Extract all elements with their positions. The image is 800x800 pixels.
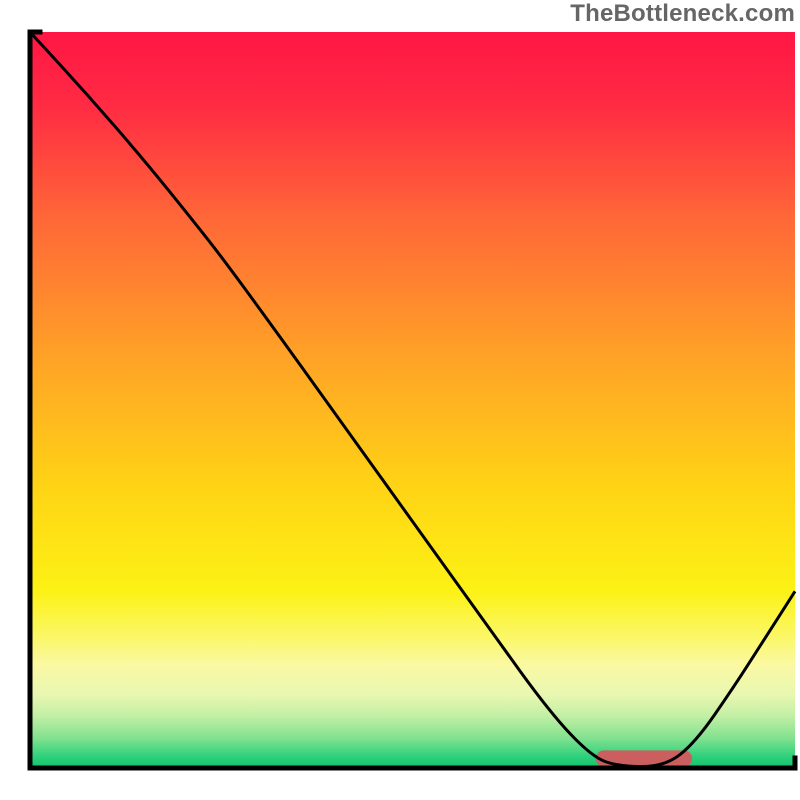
chart-container: TheBottleneck.com: [0, 0, 800, 800]
plot-background: [30, 32, 795, 768]
chart-svg: [0, 0, 800, 800]
watermark-text: TheBottleneck.com: [570, 0, 795, 28]
